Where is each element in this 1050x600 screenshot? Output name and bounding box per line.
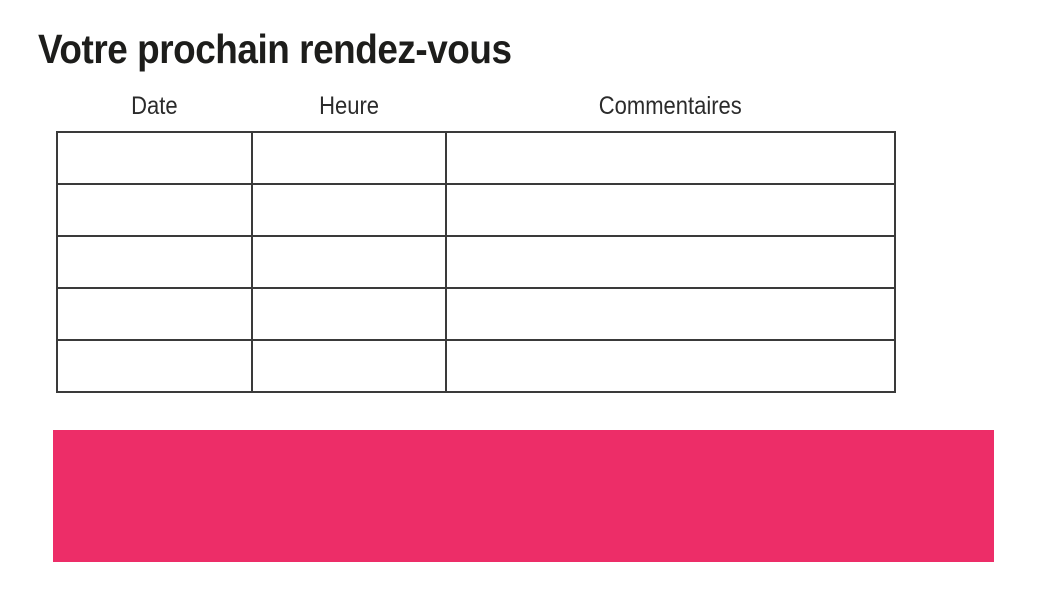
column-header-date: Date [57,92,252,132]
table-row [56,235,896,289]
column-header-heure: Heure [252,92,446,132]
table-body [56,131,896,393]
table-cell [251,183,447,237]
table-row [56,183,896,237]
appointments-table: Date Heure Commentaires [56,92,896,393]
table-cell [56,183,253,237]
column-header-commentaires: Commentaires [446,92,895,132]
table-cell [56,339,253,393]
table-cell [445,183,896,237]
table-cell [251,235,447,289]
table-cell [251,339,447,393]
column-header-label: Date [131,92,178,120]
appointments-table-container: Date Heure Commentaires [56,92,896,393]
table-cell [445,235,896,289]
page-title: Votre prochain rendez-vous [38,26,512,72]
table-header: Date Heure Commentaires [57,92,895,132]
table-cell [251,287,447,341]
column-header-label: Heure [319,92,379,120]
table-cell [445,131,896,185]
table-row [56,131,896,185]
accent-bar [53,430,994,562]
table-cell [251,131,447,185]
table-cell [445,339,896,393]
table-row [56,287,896,341]
table-header-row: Date Heure Commentaires [57,92,895,132]
column-header-label: Commentaires [598,92,743,120]
table-cell [56,131,253,185]
table-cell [445,287,896,341]
table-cell [56,287,253,341]
table-cell [56,235,253,289]
table-row [56,339,896,393]
